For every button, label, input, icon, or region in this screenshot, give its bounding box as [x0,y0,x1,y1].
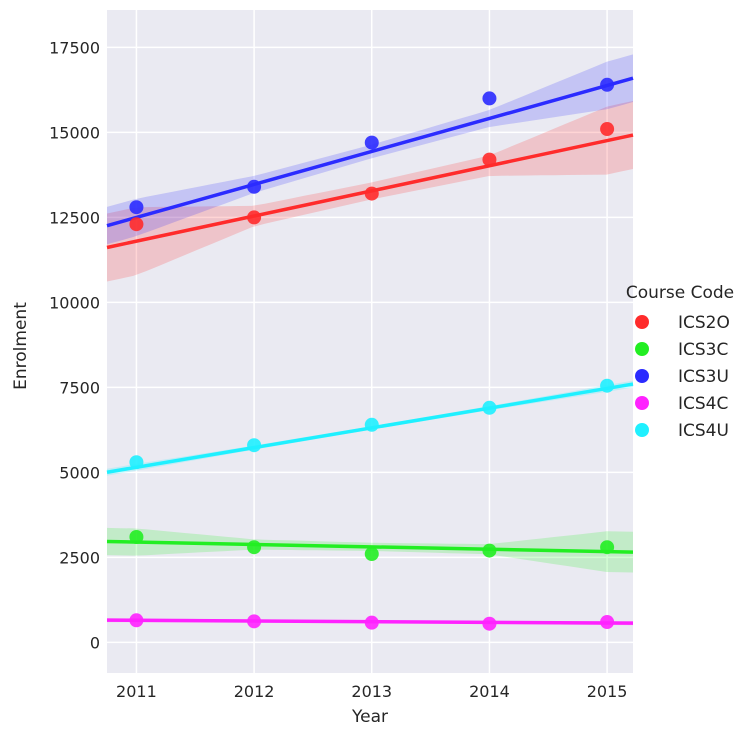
data-point-ics3c [129,530,144,544]
data-point-ics3u [600,77,615,92]
data-point-ics4c [247,614,262,629]
data-point-ics4c [129,613,144,628]
data-point-ics3c [600,540,615,555]
data-point-ics4c [364,615,379,630]
legend-label: ICS4C [678,394,728,414]
x-axis-title: Year [351,707,388,727]
data-point-ics3c [247,540,262,555]
legend-label: ICS4U [678,421,729,441]
data-point-ics2o [129,217,144,232]
legend-items: ICS2O ICS3C ICS3U ICS4C ICS4U [635,313,730,441]
x-tick-label: 2013 [351,682,392,701]
legend: Course Code ICS2O ICS3C ICS3U ICS4C ICS4U [626,283,734,441]
legend-marker-ics3c [635,342,649,356]
y-tick-label: 7500 [59,378,100,397]
data-point-ics3u [129,200,144,215]
plot-background [107,10,633,673]
tick-label-layer: 0 2500 5000 7500 10000 12500 15000 17500 2011 201… [49,38,627,701]
y-tick-label: 12500 [49,208,100,227]
data-point-ics4u [600,378,615,393]
legend-marker-ics4c [635,396,649,410]
data-point-ics4u [482,400,497,415]
data-point-layer [129,77,615,631]
x-tick-label: 2015 [587,682,628,701]
data-point-ics2o [247,210,262,225]
y-tick-label: 5000 [59,463,100,482]
y-tick-label: 2500 [59,548,100,567]
legend-label: ICS3C [678,340,728,360]
y-axis-title: Enrolment [11,302,31,390]
legend-marker-ics4u [635,423,649,437]
data-point-ics3u [364,135,379,150]
regression-line-ics3c [106,539,634,554]
data-point-ics3c [482,543,497,558]
legend-label: ICS3U [678,367,729,387]
x-tick-label: 2014 [469,682,510,701]
data-point-ics4c [482,616,497,631]
data-point-ics4c [600,615,615,629]
legend-title: Course Code [626,283,734,303]
y-tick-label: 0 [90,633,100,652]
data-point-ics2o [364,186,379,201]
legend-marker-ics3u [635,369,649,383]
data-point-ics4u [247,438,262,453]
x-tick-label: 2012 [234,682,275,701]
regression-line-ics3u [106,76,634,228]
legend-marker-ics2o [635,315,649,329]
data-point-ics4u [364,417,379,432]
data-point-ics2o [482,152,497,167]
legend-label: ICS2O [678,313,730,333]
y-tick-label: 10000 [49,293,100,312]
data-point-ics2o [600,122,615,136]
data-point-ics4u [129,455,144,470]
data-point-ics3u [482,91,497,106]
data-point-ics3c [364,547,379,561]
data-point-ics3u [247,179,262,194]
x-tick-label: 2011 [116,682,157,701]
y-tick-label: 17500 [49,38,100,57]
y-tick-label: 15000 [49,123,100,142]
